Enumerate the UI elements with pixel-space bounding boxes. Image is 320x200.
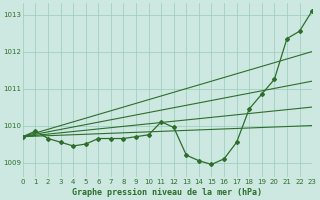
X-axis label: Graphe pression niveau de la mer (hPa): Graphe pression niveau de la mer (hPa)	[72, 188, 262, 197]
